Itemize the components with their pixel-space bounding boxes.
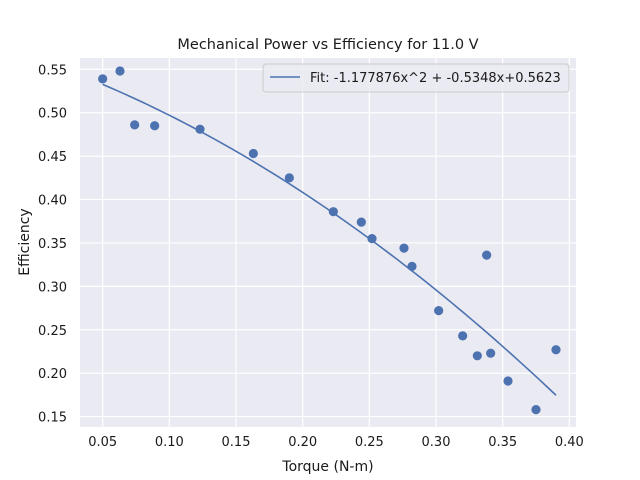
y-tick-label: 0.40 <box>38 194 67 209</box>
y-tick-label: 0.35 <box>38 237 67 252</box>
x-axis-title: Torque (N-m) <box>281 459 373 475</box>
data-point <box>356 217 366 227</box>
data-point <box>503 376 513 386</box>
data-point <box>195 124 205 134</box>
x-tick-label: 0.25 <box>355 435 384 450</box>
x-tick-label: 0.35 <box>488 435 517 450</box>
data-point <box>472 351 482 361</box>
data-point <box>458 331 468 341</box>
data-point <box>486 348 496 358</box>
y-axis-title: Efficiency <box>17 208 33 275</box>
x-tick-label: 0.40 <box>555 435 584 450</box>
y-axis-ticks: 0.15 0.20 0.25 0.30 0.35 0.40 0.45 0.50 0.55 <box>38 63 67 425</box>
data-point <box>434 306 444 316</box>
y-tick-label: 0.20 <box>38 367 67 382</box>
legend-box <box>262 63 570 93</box>
y-tick-label: 0.45 <box>38 150 67 165</box>
legend: Fit: -1.177876x^2 + -0.5348x+0.5623 <box>262 63 570 93</box>
x-tick-label: 0.10 <box>155 435 184 450</box>
y-tick-label: 0.50 <box>38 107 67 122</box>
x-tick-label: 0.15 <box>222 435 251 450</box>
y-tick-label: 0.55 <box>38 63 67 78</box>
data-point <box>399 243 409 253</box>
data-point <box>551 345 561 355</box>
data-point <box>367 233 377 244</box>
y-tick-label: 0.15 <box>38 411 67 426</box>
x-tick-label: 0.30 <box>422 435 451 450</box>
legend-entry-fit: Fit: -1.177876x^2 + -0.5348x+0.5623 <box>310 71 561 86</box>
data-point <box>150 121 160 131</box>
x-axis-ticks: 0.05 0.10 0.15 0.20 0.25 0.30 0.35 0.40 <box>88 435 584 450</box>
data-point <box>407 261 417 271</box>
x-tick-label: 0.05 <box>88 435 117 450</box>
chart-title: Mechanical Power vs Efficiency for 11.0 … <box>177 37 478 53</box>
x-tick-label: 0.20 <box>288 435 317 450</box>
data-point <box>284 173 294 183</box>
data-point <box>531 405 541 415</box>
data-point <box>482 250 492 260</box>
y-tick-label: 0.30 <box>38 280 67 295</box>
data-points-layer <box>98 66 561 415</box>
data-point <box>130 120 140 130</box>
data-point <box>98 74 108 84</box>
data-point <box>328 207 338 217</box>
y-tick-label: 0.25 <box>38 324 67 339</box>
data-point <box>115 66 125 76</box>
data-point <box>248 148 258 159</box>
